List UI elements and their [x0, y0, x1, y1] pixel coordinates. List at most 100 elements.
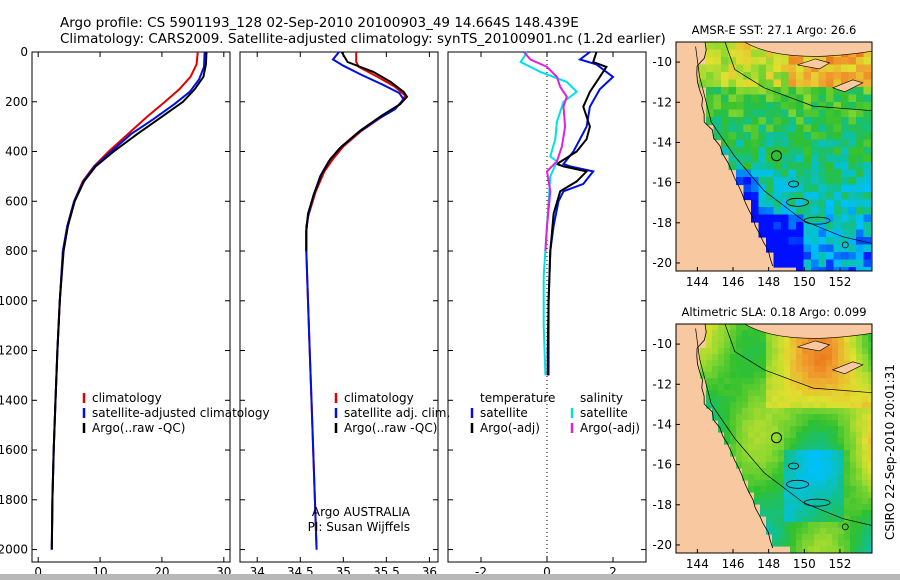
sla-map-cell	[706, 402, 713, 409]
sla-map-cell	[730, 348, 737, 355]
sla-map-cell	[790, 474, 797, 481]
sla-map-cell	[742, 384, 749, 391]
sla-map-cell	[856, 360, 863, 367]
sst-map-cell	[706, 49, 715, 58]
sst-map-cell	[848, 124, 857, 133]
sst-map-argo-marker	[770, 150, 782, 162]
sst-map-cell	[698, 64, 707, 73]
sst-map-cell	[788, 57, 797, 66]
sst-map-cell	[781, 199, 790, 208]
sst-map-cell	[751, 169, 760, 178]
sla-map-cell	[844, 444, 851, 451]
sla-map-cell	[844, 504, 851, 511]
salinity-legend-entry: Argo(..raw -QC)	[344, 421, 437, 435]
sla-map-cell	[766, 420, 773, 427]
sla-map-cell	[802, 504, 809, 511]
sla-map-cell	[724, 354, 731, 361]
sla-map-cell	[868, 354, 872, 361]
sla-map-cell	[856, 486, 863, 493]
sst-map-cell	[743, 169, 752, 178]
sla-map-cell	[826, 504, 833, 511]
sla-map-cell	[796, 384, 803, 391]
sla-map-cell	[736, 444, 743, 451]
sla-map-cell	[868, 336, 872, 343]
sst-map-cell	[721, 109, 730, 118]
sla-map-cell	[730, 426, 737, 433]
sst-map-cell	[841, 229, 850, 238]
sla-map-cell	[838, 402, 845, 409]
sla-map-cell	[802, 462, 809, 469]
sla-map-cell	[778, 504, 785, 511]
sla-map-cell	[772, 336, 779, 343]
sla-map-cell	[772, 420, 779, 427]
sla-map-cell	[820, 534, 827, 541]
sst-map-cell	[863, 102, 872, 111]
sla-map-cell	[772, 408, 779, 415]
sla-map-cell	[796, 546, 803, 553]
sla-map-cell	[766, 396, 773, 403]
sla-map-cell	[856, 366, 863, 373]
sla-map-cell	[778, 516, 785, 523]
sla-map-cell	[766, 426, 773, 433]
sla-map-cell	[826, 402, 833, 409]
sla-map-cell	[844, 420, 851, 427]
sla-map-cell	[856, 480, 863, 487]
sst-map-cell	[773, 184, 782, 193]
sla-map-cell	[814, 414, 821, 421]
sla-map-cell	[772, 516, 779, 523]
sla-map-cell	[766, 516, 773, 523]
sla-map-cell	[748, 396, 755, 403]
sst-map-cell	[796, 192, 805, 201]
sst-map-cell	[736, 102, 745, 111]
sla-map-cell	[784, 516, 791, 523]
difference-legend-entry: satellite	[480, 406, 528, 420]
sla-map-cell	[838, 336, 845, 343]
sla-map-cell	[844, 450, 851, 457]
sla-map-cell	[742, 378, 749, 385]
sst-map-cell	[713, 57, 722, 66]
sst-map-cell	[736, 79, 745, 88]
sst-map-cell	[796, 177, 805, 186]
sla-map-cell	[712, 396, 719, 403]
sst-map-cell	[841, 222, 850, 231]
sla-map-cell	[814, 402, 821, 409]
sst-map-cell	[736, 42, 745, 51]
sst-map-cell	[743, 42, 752, 51]
sst-map-cell	[766, 87, 775, 96]
sst-map-cell	[706, 109, 715, 118]
sst-map-cell	[728, 94, 737, 103]
sst-map-cell	[721, 117, 730, 126]
sst-map-cell	[826, 124, 835, 133]
temperature-series-satellite-adjusted-climatology	[50, 51, 206, 550]
sla-map-cell	[808, 438, 815, 445]
sla-map-cell	[820, 522, 827, 529]
sla-map-cell	[808, 468, 815, 475]
sla-map-cell	[862, 498, 869, 505]
sla-map-cell	[856, 456, 863, 463]
sst-map-cell	[796, 237, 805, 246]
sla-map-cell	[790, 546, 797, 553]
sla-map-cell	[754, 384, 761, 391]
sst-map-cell	[841, 207, 850, 216]
difference-series-temperature-argo-adj-	[546, 51, 608, 376]
sst-map-cell	[788, 244, 797, 253]
sst-map-ytick-label: -14	[652, 135, 672, 149]
sst-map-cell	[728, 147, 737, 156]
sla-map-cell	[850, 408, 857, 415]
sla-map-cell	[790, 396, 797, 403]
sst-map-cell	[796, 267, 805, 271]
sst-map-cell	[706, 79, 715, 88]
sla-map-cell	[748, 432, 755, 439]
sla-map-cell	[766, 372, 773, 379]
sla-map-cell	[778, 510, 785, 517]
sst-map-cell	[773, 162, 782, 171]
sst-map-cell	[848, 139, 857, 148]
sla-map-cell	[820, 498, 827, 505]
sla-map-cell	[826, 462, 833, 469]
sst-map-cell	[736, 72, 745, 81]
sla-map-cell	[706, 354, 713, 361]
sst-map-cell	[751, 109, 760, 118]
sla-map-cell	[832, 438, 839, 445]
sla-map-cell	[766, 444, 773, 451]
sla-map-cell	[748, 402, 755, 409]
